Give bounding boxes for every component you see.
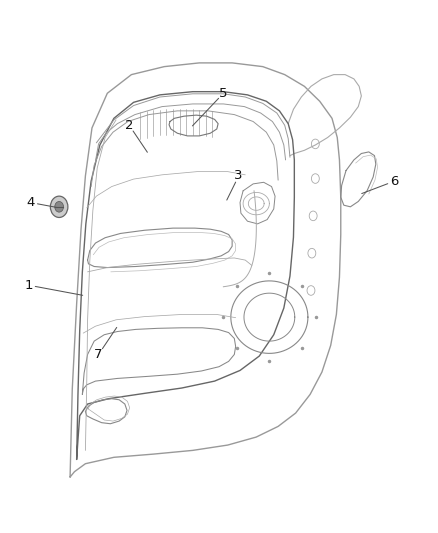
Text: 7: 7 xyxy=(94,348,103,361)
Circle shape xyxy=(55,201,64,212)
Circle shape xyxy=(50,196,68,217)
Text: 4: 4 xyxy=(26,196,35,209)
Text: 3: 3 xyxy=(234,169,243,182)
Text: 5: 5 xyxy=(219,87,228,100)
Text: 2: 2 xyxy=(125,119,134,132)
Text: 1: 1 xyxy=(24,279,33,292)
Text: 6: 6 xyxy=(390,175,399,188)
